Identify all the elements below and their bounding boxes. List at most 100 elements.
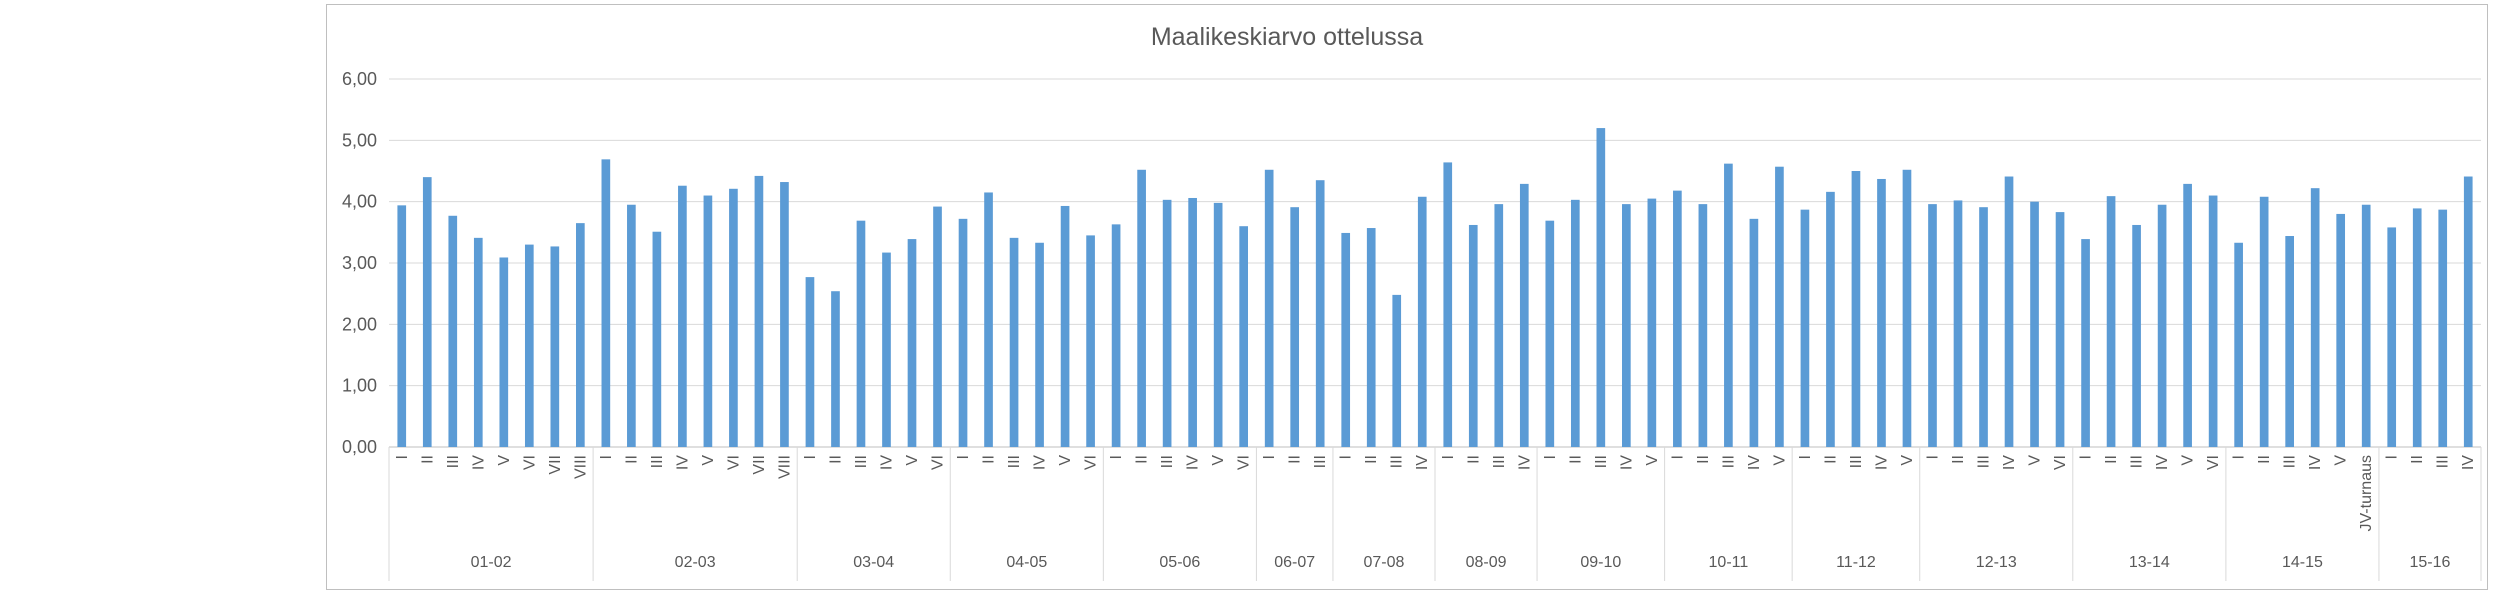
bar — [1851, 171, 1861, 447]
bar — [1494, 204, 1504, 447]
bar — [933, 206, 942, 447]
category-label: V — [1210, 455, 1227, 466]
category-label: VI — [930, 455, 947, 470]
category-label: I — [2384, 455, 2401, 459]
bar — [1264, 169, 1274, 448]
bar — [1979, 207, 1988, 447]
category-label: VII — [547, 455, 564, 475]
bar — [1315, 180, 1325, 447]
category-label: III — [1593, 455, 1610, 468]
group-label: 04-05 — [1006, 554, 1047, 571]
group-label: 12-13 — [1976, 554, 2017, 571]
category-label: III — [2435, 455, 2452, 468]
bar — [856, 220, 866, 447]
category-label: II — [827, 455, 844, 464]
category-label: III — [2282, 455, 2299, 468]
category-label: IV — [878, 455, 895, 470]
bar — [1800, 209, 1810, 447]
group-label: 03-04 — [853, 554, 894, 571]
bar-chart: Maalikeskiarvo ottelussa 0,00 1,00 2,00 3,0… — [342, 23, 2482, 581]
bar — [1060, 205, 1070, 447]
bar — [1902, 169, 1912, 448]
group-label: 05-06 — [1159, 554, 1200, 571]
category-label: VIII — [776, 455, 793, 479]
category-label: III — [1389, 455, 1406, 468]
category-label: IV — [1032, 455, 1049, 470]
bar — [2106, 196, 2116, 447]
bar — [958, 218, 968, 447]
bars — [397, 128, 2473, 448]
category-label: V — [700, 455, 717, 466]
chart-title: Maalikeskiarvo ottelussa — [1151, 23, 1423, 51]
bar — [2361, 204, 2371, 447]
category-label: V — [1057, 455, 1074, 466]
bar — [499, 257, 509, 447]
category-label: IV — [470, 455, 487, 470]
bar — [1928, 204, 1937, 447]
category-label: VI — [1236, 455, 1253, 470]
category-label: IV — [2001, 455, 2018, 470]
category-label: V — [2180, 455, 2197, 466]
category-label: III — [1491, 455, 1508, 468]
bar — [1673, 190, 1682, 448]
y-tick-label: 2,00 — [342, 314, 377, 334]
bar — [2055, 212, 2065, 447]
bar — [729, 188, 738, 447]
category-label: III — [1006, 455, 1023, 468]
category-label: I — [802, 455, 819, 459]
category-label: I — [598, 455, 615, 459]
category-label: VI — [2205, 455, 2222, 470]
category-label: III — [853, 455, 870, 468]
category-label: IV — [1746, 455, 1763, 470]
category-label: III — [649, 455, 666, 468]
bar — [2157, 204, 2167, 447]
bar — [1341, 232, 1351, 447]
bar — [1290, 207, 1300, 447]
bar — [1188, 197, 1197, 447]
bar — [1468, 224, 1478, 447]
category-label: I — [1797, 455, 1814, 459]
bar — [1749, 218, 1759, 447]
category-label: II — [1950, 455, 1967, 464]
bar — [1213, 202, 1223, 447]
group-label: 10-11 — [1709, 554, 1749, 571]
category-label: II — [2103, 455, 2120, 464]
bar — [1953, 200, 1963, 447]
category-label: III — [1312, 455, 1329, 468]
group-label: 11-12 — [1836, 554, 1876, 571]
bar — [1009, 237, 1019, 447]
bar — [1545, 220, 1555, 447]
bar — [1570, 199, 1580, 447]
group-label: 08-09 — [1466, 554, 1507, 571]
category-label: I — [2078, 455, 2095, 459]
bar — [1137, 169, 1146, 448]
category-label: III — [1976, 455, 1993, 468]
group-label: 14-15 — [2282, 554, 2323, 571]
category-label: I — [2231, 455, 2248, 459]
bar — [1622, 204, 1631, 447]
bar — [1162, 199, 1172, 447]
bar — [448, 215, 458, 447]
category-label: II — [1363, 455, 1380, 464]
group-label: 01-02 — [471, 554, 512, 571]
category-label: II — [1695, 455, 1712, 464]
category-label: I — [1261, 455, 1278, 459]
y-tick-label: 5,00 — [342, 130, 377, 150]
bar — [2438, 209, 2448, 447]
bar — [984, 192, 993, 447]
y-tick-label: 4,00 — [342, 192, 377, 212]
grid-lines — [389, 78, 2481, 448]
bar — [2004, 176, 2014, 447]
bar — [1647, 198, 1657, 447]
bar — [2259, 196, 2269, 447]
bar — [1775, 166, 1784, 447]
category-label: IV — [1873, 455, 1890, 470]
chart-frame: Maalikeskiarvo ottelussa 0,00 1,00 2,00 3,0… — [326, 4, 2488, 590]
bar — [1698, 204, 1708, 447]
category-label: VIII — [572, 455, 589, 479]
y-axis-ticks: 0,00 1,00 2,00 3,00 4,00 5,00 6,00 — [342, 69, 377, 457]
bar — [1111, 224, 1121, 447]
category-label: II — [419, 455, 436, 464]
category-label: I — [1108, 455, 1125, 459]
